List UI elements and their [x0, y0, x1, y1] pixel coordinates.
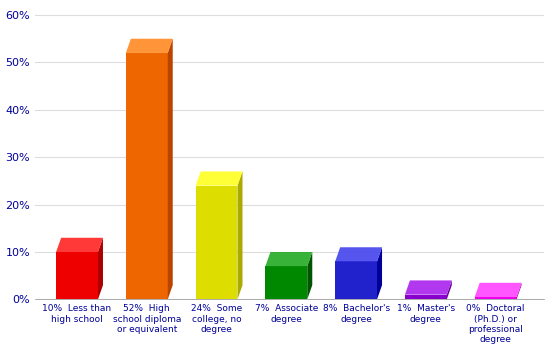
- Polygon shape: [516, 283, 521, 299]
- Polygon shape: [377, 247, 382, 299]
- Polygon shape: [196, 172, 243, 186]
- Polygon shape: [307, 252, 312, 299]
- Polygon shape: [168, 39, 173, 299]
- Polygon shape: [56, 252, 98, 299]
- Polygon shape: [447, 280, 452, 299]
- Polygon shape: [56, 238, 103, 252]
- Polygon shape: [475, 283, 521, 297]
- Polygon shape: [238, 172, 243, 299]
- Polygon shape: [405, 280, 452, 295]
- Polygon shape: [475, 297, 516, 299]
- Polygon shape: [126, 53, 168, 299]
- Polygon shape: [405, 295, 447, 299]
- Polygon shape: [335, 247, 382, 261]
- Polygon shape: [126, 39, 173, 53]
- Polygon shape: [266, 266, 307, 299]
- Polygon shape: [98, 238, 103, 299]
- Polygon shape: [335, 261, 377, 299]
- Polygon shape: [196, 186, 238, 299]
- Polygon shape: [266, 252, 312, 266]
